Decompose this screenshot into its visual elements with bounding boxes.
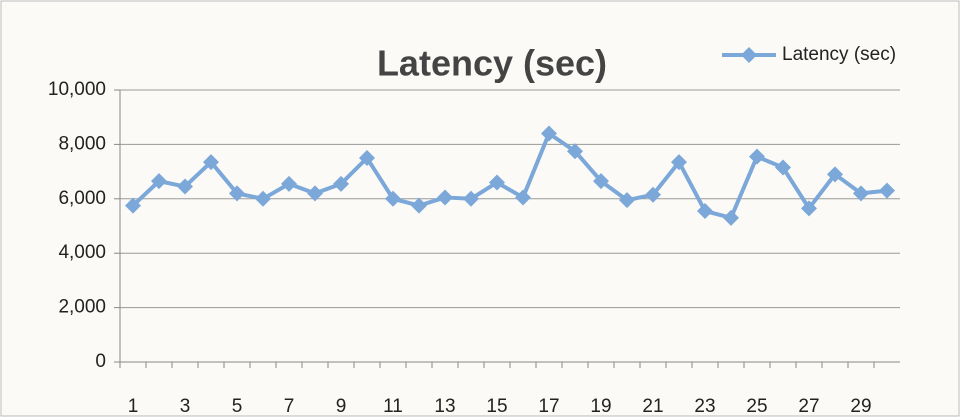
x-tick-label: 27 xyxy=(798,396,819,417)
marker xyxy=(619,192,635,209)
marker xyxy=(229,185,245,202)
marker xyxy=(437,189,453,206)
x-tick-label: 19 xyxy=(590,396,611,417)
marker xyxy=(411,197,427,214)
marker xyxy=(671,154,687,171)
marker xyxy=(541,125,557,142)
marker xyxy=(879,182,895,199)
marker xyxy=(463,190,479,207)
marker xyxy=(567,143,583,160)
legend-marker xyxy=(741,47,757,63)
marker xyxy=(801,200,817,217)
marker xyxy=(827,166,843,183)
y-tick-label: 6,000 xyxy=(58,188,106,209)
marker xyxy=(177,178,193,195)
marker xyxy=(125,197,141,214)
y-tick-label: 10,000 xyxy=(48,79,106,100)
x-tick-label: 9 xyxy=(336,396,347,417)
x-tick-label: 29 xyxy=(850,396,871,417)
x-tick-label: 13 xyxy=(434,396,455,417)
marker xyxy=(515,189,531,206)
marker xyxy=(723,209,739,226)
y-tick-label: 0 xyxy=(95,351,106,372)
x-tick-label: 1 xyxy=(128,396,139,417)
x-tick-label: 25 xyxy=(746,396,767,417)
x-tick-label: 21 xyxy=(642,396,663,417)
marker xyxy=(307,185,323,202)
marker xyxy=(385,190,401,207)
marker xyxy=(151,173,167,190)
marker xyxy=(333,175,349,192)
marker xyxy=(203,154,219,171)
x-tick-label: 11 xyxy=(383,396,403,417)
marker xyxy=(593,173,609,190)
x-tick-label: 23 xyxy=(694,396,715,417)
marker xyxy=(645,186,661,203)
legend-label: Latency (sec) xyxy=(782,44,896,65)
x-tick-label: 7 xyxy=(284,396,295,417)
marker xyxy=(749,148,765,165)
marker xyxy=(255,190,271,207)
marker xyxy=(359,150,375,166)
y-tick-label: 4,000 xyxy=(58,242,106,263)
y-tick-label: 8,000 xyxy=(58,133,106,154)
marker xyxy=(489,174,505,191)
x-tick-label: 5 xyxy=(232,396,243,417)
marker xyxy=(775,159,791,176)
marker xyxy=(697,203,713,220)
y-tick-label: 2,000 xyxy=(58,297,106,318)
x-tick-label: 17 xyxy=(538,396,559,417)
marker xyxy=(281,175,297,192)
chart-title: Latency (sec) xyxy=(377,43,607,84)
marker xyxy=(853,185,869,202)
x-tick-label: 15 xyxy=(486,396,507,417)
x-tick-label: 3 xyxy=(180,396,191,417)
